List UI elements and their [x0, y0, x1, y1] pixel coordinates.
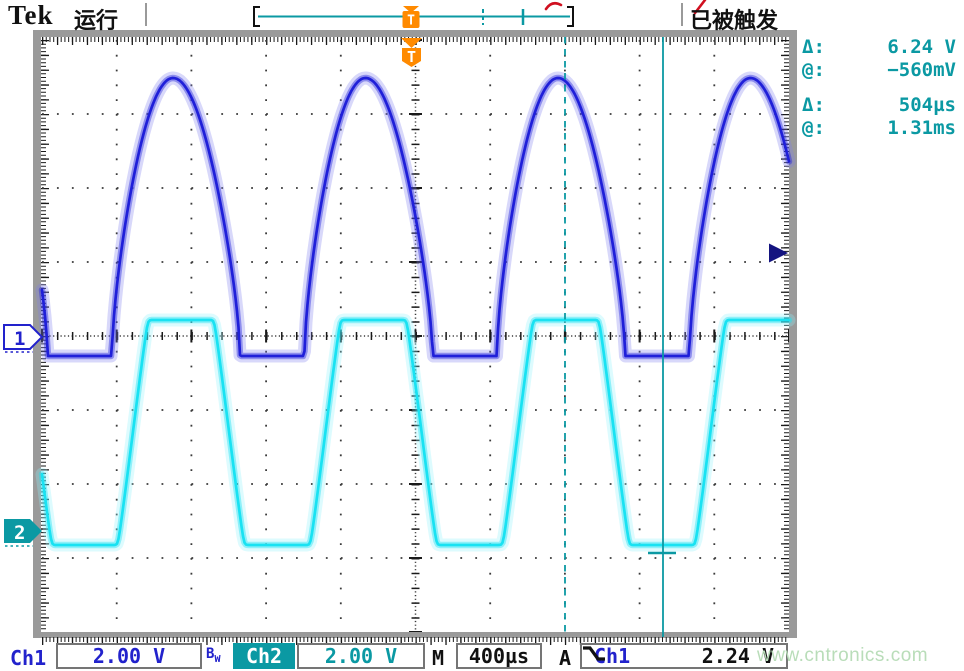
ch1-marker-number: 1 [14, 328, 25, 350]
record-bracket-left-icon [253, 6, 260, 27]
ch2-label: Ch2 [245, 644, 283, 668]
measurement-label: Δ: [802, 36, 825, 58]
ch1-marker: 1 [3, 324, 44, 353]
red-annotation-stroke [693, 0, 707, 15]
trigger-position-letter: T [407, 48, 416, 66]
trigger-position-flag [402, 48, 421, 67]
record-trigger-flag-icon [403, 6, 419, 13]
measurement-value: −560mV [887, 59, 956, 81]
measurement-label: @: [802, 59, 825, 81]
ch1-trace [40, 76, 791, 358]
trigger-level-value: 2.24 V [701, 644, 774, 668]
ch2-marker-number: 2 [14, 522, 25, 544]
trigger-level-arrow-icon [769, 243, 788, 263]
bottom-ruler [33, 632, 797, 638]
header-divider [145, 3, 147, 26]
brand-logo: Tek [8, 0, 54, 30]
ch2-trace [40, 318, 791, 547]
measurement-delta-time: Δ: 504µs [802, 94, 956, 116]
measurement-at-time: @: 1.31ms [802, 117, 956, 139]
trigger-position-arrow-icon [401, 38, 422, 48]
ch1-scale-box: 2.00 V [56, 643, 202, 669]
generated-graticule-and-traces [33, 30, 797, 645]
ch2-label-box: Ch2 [233, 643, 295, 669]
measurement-value: 1.31ms [887, 117, 956, 139]
ch2-marker: 2 [4, 519, 42, 547]
bandwidth-limit-icon: BW [206, 646, 221, 665]
measurement-value: 504µs [898, 94, 956, 116]
record-trigger-letter: T [407, 14, 415, 29]
timebase-value: 400µs [468, 644, 530, 668]
record-bracket-right-icon [567, 6, 574, 27]
trigger-source: Ch1 [594, 644, 631, 668]
ch2-marker-arrow [4, 519, 42, 543]
trigger-a-label: A [559, 646, 572, 670]
ch1-marker-arrow [3, 324, 44, 350]
status-bar: Ch1 2.00 V BW Ch2 2.00 V M 400µs A Ch1 2… [0, 642, 964, 671]
top-ruler [33, 30, 797, 37]
watermark: www.cntronics.com [757, 645, 929, 666]
timebase-box: 400µs [456, 643, 542, 669]
record-trigger-flag-box [402, 11, 420, 28]
trigger-position-marker: T [401, 38, 422, 67]
ch1-label: Ch1 [10, 646, 47, 670]
measurement-at-voltage: @: −560mV [802, 59, 956, 81]
acquisition-status: 运行 [74, 8, 119, 33]
red-annotation-marks [544, 0, 707, 15]
trigger-info-box: Ch1 2.24 V [580, 643, 788, 669]
trigger-status: 已被触发 [690, 8, 779, 33]
ch2-scale-value: 2.00 V [324, 644, 398, 668]
measurement-value: 6.24 V [887, 36, 956, 58]
header-divider-right [681, 3, 683, 26]
measurement-label: @: [802, 117, 825, 139]
ch2-scale-box: 2.00 V [297, 643, 425, 669]
measurement-label: Δ: [802, 94, 825, 116]
red-annotation-stroke [544, 1, 563, 11]
record-bar: T [253, 6, 574, 29]
falling-edge-icon [583, 646, 605, 661]
ch1-scale-value: 2.00 V [92, 644, 166, 668]
main-timebase-label: M [432, 646, 445, 670]
measurement-delta-voltage: Δ: 6.24 V [802, 36, 956, 58]
right-ruler [789, 30, 797, 638]
